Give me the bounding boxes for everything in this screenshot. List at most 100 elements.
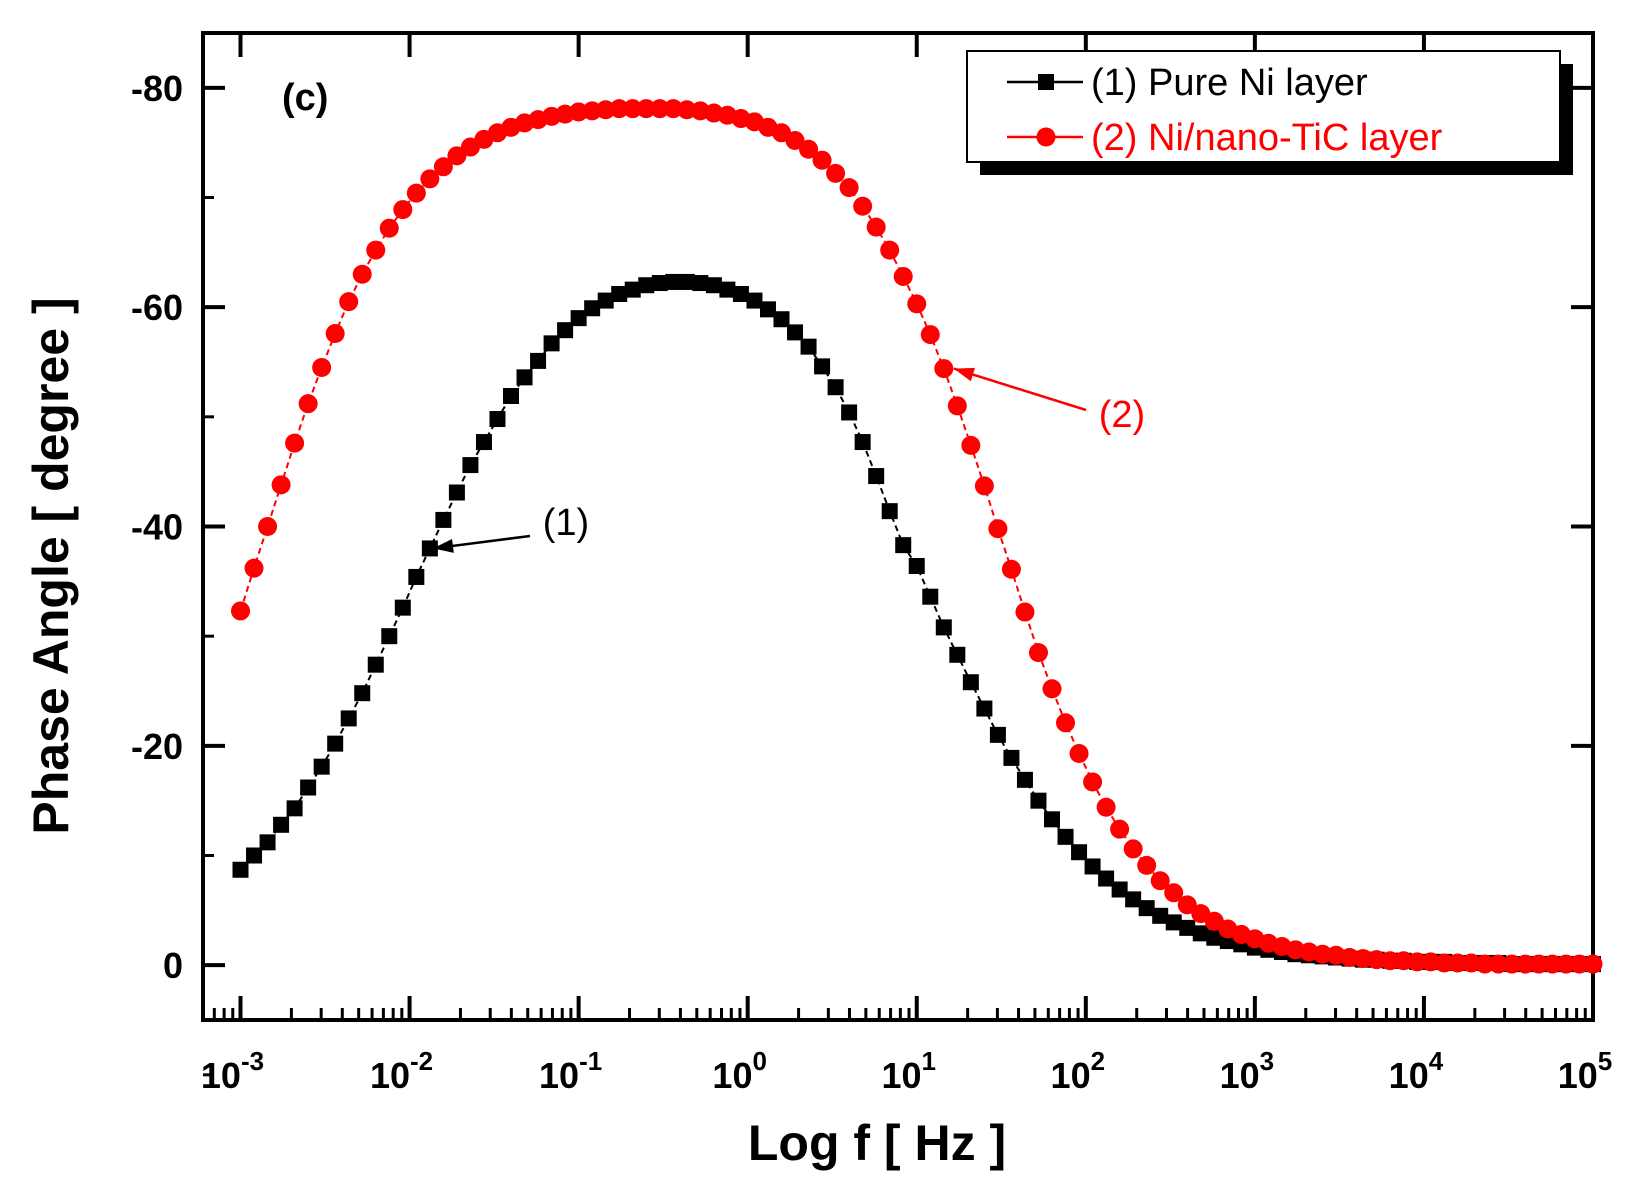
series-1-point [1044,811,1061,828]
series-2-point [609,99,629,119]
series-1-point [962,674,979,691]
x-tick-label: 10-2 [370,1046,433,1096]
y-tick-label: -20 [131,726,183,767]
series-1-point [597,292,614,309]
series-2-point [785,130,805,150]
annotations: (1) (2) [432,367,1145,553]
series-2-point [1042,679,1062,699]
plot-frame [201,31,1595,1022]
series-2-point [1542,954,1562,974]
series-2-point [974,476,994,496]
y-axis-title: Phase Angle [ degree ] [23,297,79,834]
series-1-point [584,300,601,317]
series-1-point [503,387,520,404]
series-1-point [989,726,1006,743]
x-tick-label: 101 [881,1046,936,1096]
series-line-2 [239,107,1593,966]
series-1-point [1111,881,1128,898]
series-2-point [1015,602,1035,622]
series-1-point [1138,900,1155,917]
series-2-point [366,240,386,260]
series-2-point [1353,949,1373,969]
series-1-point [408,568,425,585]
series-1-point [354,685,371,702]
series-2-point [298,394,318,414]
series-1-point [705,277,722,294]
series-2-point [447,146,467,166]
series-1-point [232,861,249,878]
series-1-point [1016,771,1033,788]
series-1-point [273,816,290,833]
series-2-point [312,357,332,377]
series-2-point [1096,797,1116,817]
series-2-point [352,264,372,284]
series-1-point [448,484,465,501]
legend-marker-circle [1036,127,1056,147]
series-2-point [1502,954,1522,974]
series-2-point [582,101,602,121]
series-2-point [1394,951,1414,971]
series-2-point [1515,954,1535,974]
series-1-point [557,322,574,339]
series-2-point [812,150,832,170]
legend-marker-square [1038,74,1054,90]
series-2-point [1001,559,1021,579]
series-2-point [1177,895,1197,915]
series-2-point [893,266,913,286]
annotation-label: (1) [543,502,589,544]
series-1-point [1206,929,1223,946]
series-2-point [1488,954,1508,974]
series-2-point [379,218,399,238]
y-tick-label: -80 [131,68,183,109]
series-2-point [988,519,1008,539]
series-2-point [1083,772,1103,792]
legend-label: (1) Pure Ni layer [1091,62,1368,104]
series-1-point [300,779,317,796]
series-2-point [1110,819,1130,839]
series-2-point [677,100,697,120]
x-tick-label: 103 [1220,1046,1275,1096]
series-2-point [920,325,940,345]
x-tick-label: 105 [1558,1046,1613,1096]
series-1-point [895,537,912,554]
series-1-point [611,286,628,303]
series-2-point [650,99,670,119]
y-tick-label: -60 [131,287,183,328]
series-2-point [420,169,440,189]
series-2-point [934,359,954,379]
x-tick-label: 102 [1051,1046,1106,1096]
series-2-point [961,435,981,455]
legend-label: (2) Ni/nano-TiC layer [1091,117,1443,159]
series-1-point [313,758,330,775]
annotation-label: (2) [1099,394,1145,436]
series-2-point [1069,744,1089,764]
series-1-point [868,468,885,485]
series-1-point [1098,870,1115,887]
series-1-point [475,434,492,451]
series-1-point [1192,925,1209,942]
series-2-point [433,157,453,177]
legend-box [966,50,1561,163]
series-1-point [1179,919,1196,936]
series-1-point [286,800,303,817]
series-1-point [1030,792,1047,809]
series-2-point [339,292,359,312]
series-line-1 [239,280,1593,966]
series-2-point [1380,951,1400,971]
series-2-point [826,163,846,183]
series-1-point [340,710,357,727]
series-1-point [665,273,682,290]
annotation-arrow-head [433,538,454,553]
series-1-point [1125,891,1142,908]
series-2-point [271,475,291,495]
series-2-point [1340,947,1360,967]
series-2-point [1164,883,1184,903]
series-1-point [259,834,276,851]
series-2-point [1367,950,1387,970]
series-2-point [880,240,900,260]
series-2-point [799,139,819,159]
annotation-arrow-head [953,367,975,382]
series-2-point [244,558,264,578]
y-tick-label: -40 [131,507,183,548]
